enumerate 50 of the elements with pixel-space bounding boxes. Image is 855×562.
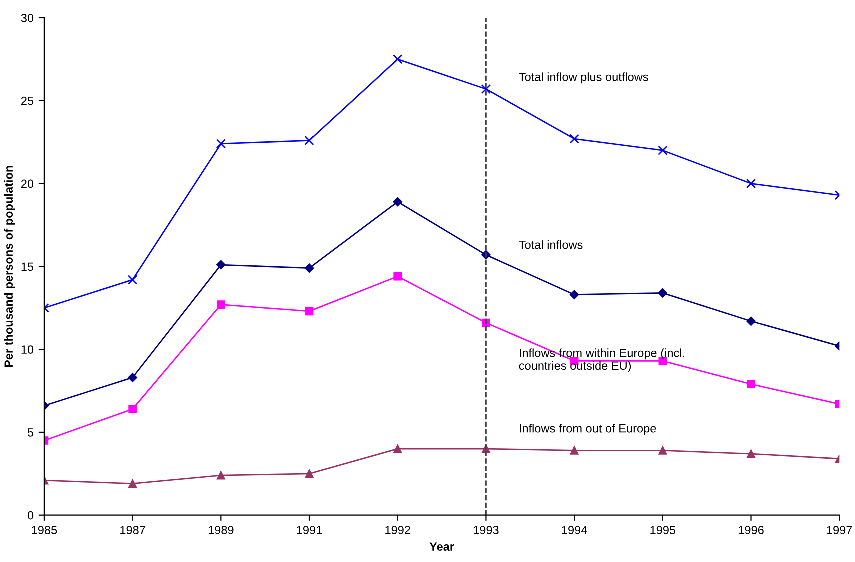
y-tick-label: 0 [28,511,34,520]
y-tick-label: 20 [22,180,34,188]
y-tick-label: 5 [28,428,34,437]
y-tick-label: 10 [22,346,34,354]
series-label: Total inflow plus outflows [519,72,648,84]
point [746,316,756,326]
point [481,84,492,94]
point [216,300,226,309]
x-tick-label: 1993 [474,526,499,534]
x-tick-label: 1991 [297,526,322,534]
point [570,134,580,144]
x-tick-label: 1995 [650,526,676,534]
point [747,450,756,458]
x-tick-label: 1994 [562,526,588,534]
point [128,275,138,285]
x-tick-label: 1985 [32,526,58,534]
x-tick-label: 1992 [386,526,410,534]
point [128,405,137,414]
y-tick-label: 15 [22,262,34,272]
point [304,264,314,273]
x-tick-label: 1989 [208,526,234,534]
point [746,178,756,189]
point [747,380,756,389]
point [570,446,579,455]
point [570,290,580,300]
point [393,197,402,207]
point [128,480,137,488]
point [393,54,403,64]
point [305,470,314,478]
y-tick-label: 30 [21,14,34,22]
point [305,307,314,316]
y-tick-label: 25 [22,96,34,106]
x-tick-label: 1997 [827,526,852,534]
point [658,146,668,156]
point [304,136,314,146]
x-tick-label: 1996 [739,526,764,534]
point [216,260,226,270]
point [658,446,668,455]
series-label: Inflows from out of Europe [520,424,656,436]
series-label: Total inflows [519,240,583,250]
point [216,471,226,480]
x-tick-label: 1987 [120,526,146,534]
series-label: Inflows from within Europe (incl. countries outside EU) [519,348,684,372]
point [394,272,402,281]
y-axis-title: Per thousand persons of population [4,166,16,368]
point [394,444,402,454]
point [658,288,668,298]
x-axis-title: Year [430,542,454,552]
point [128,373,138,382]
point [216,139,226,149]
